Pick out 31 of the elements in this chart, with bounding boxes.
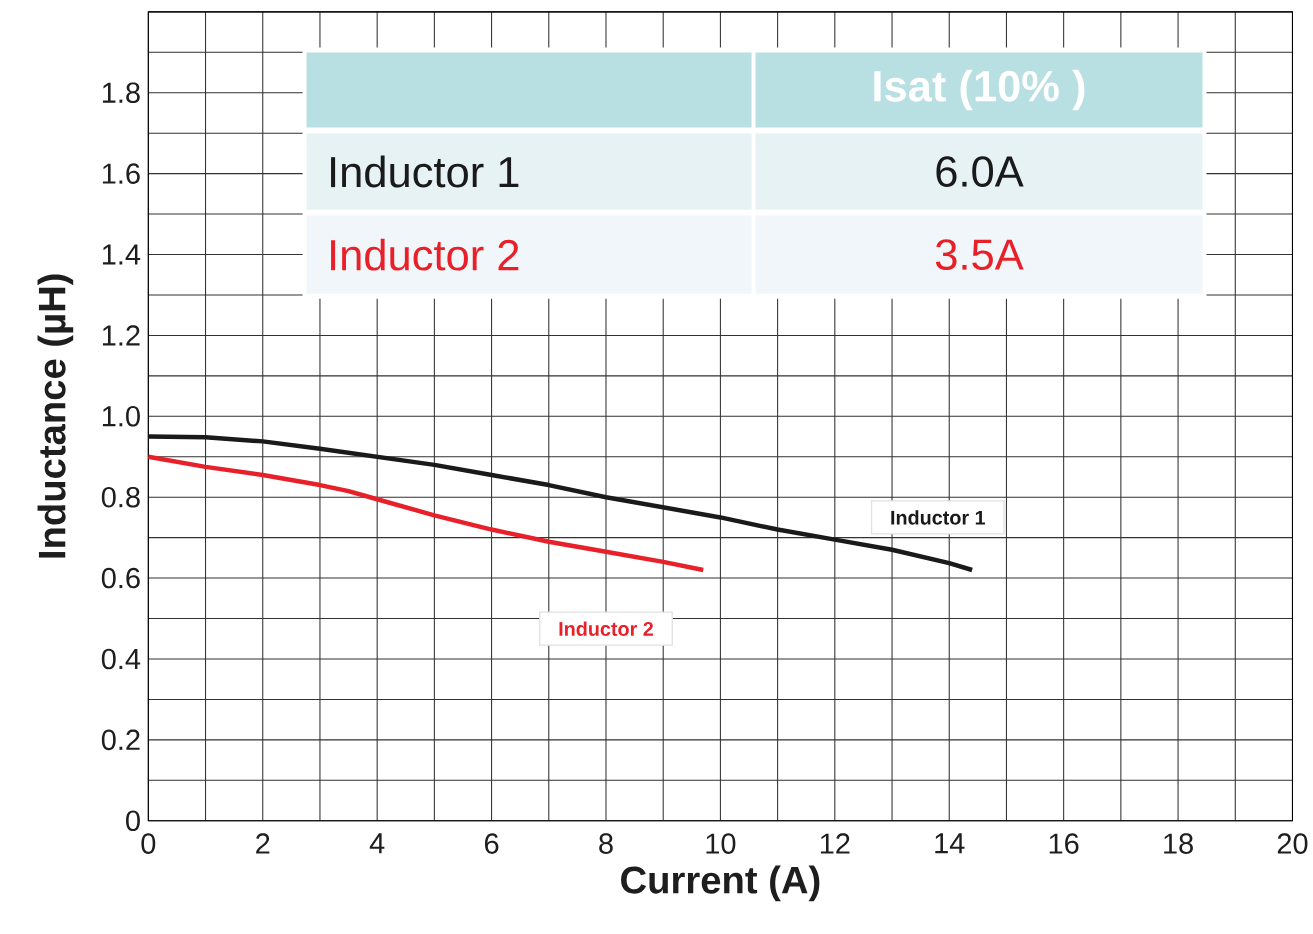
y-tick-label: 0.6 xyxy=(101,567,140,589)
annotation: Inductor 1 xyxy=(331,155,519,188)
annotation: 3.5A xyxy=(935,239,1024,270)
x-axis-title: Current (A) xyxy=(621,865,820,901)
x-tick-label: 0 xyxy=(141,833,156,854)
x-tick-label: 12 xyxy=(820,833,850,854)
text: Inductor 2 xyxy=(559,621,653,636)
x-tick-label: 2 xyxy=(256,833,270,854)
x-tick-label: 8 xyxy=(599,833,613,854)
x-tick-label: 20 xyxy=(1277,833,1308,854)
y-tick-label: 0.4 xyxy=(101,648,141,670)
x-tick-label: 4 xyxy=(369,833,385,854)
x-tick-label: 6 xyxy=(484,833,499,854)
y-tick-label: 0.8 xyxy=(101,486,140,508)
annotation: Inductor 2 xyxy=(331,238,519,271)
x-tick-label: 16 xyxy=(1049,833,1079,854)
x-tick-label: 14 xyxy=(935,833,965,854)
y-tick-label: 1.6 xyxy=(102,163,140,184)
text: 1.0 xyxy=(102,405,140,427)
line-series xyxy=(146,454,706,573)
y-tick-label: 1.4 xyxy=(102,244,141,265)
series-label: Inductor 1 xyxy=(891,509,986,525)
y-tick-label: 0.2 xyxy=(101,729,140,750)
x-tick-label: 10 xyxy=(706,833,736,854)
y-tick-label: 1.2 xyxy=(102,325,140,346)
x-tick-label: 18 xyxy=(1164,833,1193,854)
y-axis-title: Inductance (µH) xyxy=(37,274,74,558)
y-tick-label: 1.8 xyxy=(102,82,140,103)
annotation: 6.0A xyxy=(936,155,1024,187)
y-tick-label: 0 xyxy=(126,810,140,831)
annotation: Isat (10% ) xyxy=(874,69,1085,111)
